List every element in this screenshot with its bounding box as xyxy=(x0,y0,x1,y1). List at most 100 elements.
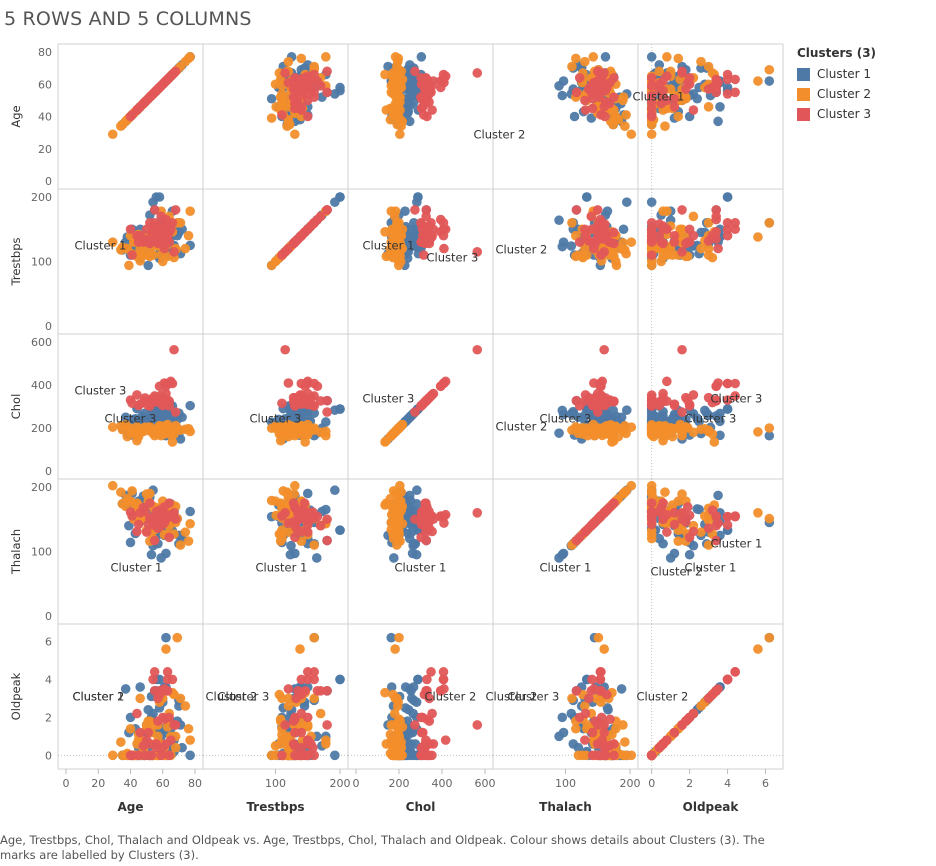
data-point xyxy=(472,68,483,78)
data-point xyxy=(143,260,154,271)
data-point xyxy=(416,73,426,83)
data-point xyxy=(593,632,604,643)
data-point xyxy=(392,526,403,536)
data-point xyxy=(309,92,320,102)
data-point xyxy=(386,632,397,643)
data-point xyxy=(380,687,390,698)
data-point xyxy=(722,89,733,99)
data-point xyxy=(764,76,775,86)
data-point xyxy=(626,129,637,140)
data-point xyxy=(711,234,721,244)
data-point xyxy=(107,129,118,140)
data-point xyxy=(170,420,181,431)
data-point xyxy=(571,723,581,734)
legend-item-cluster-2[interactable]: Cluster 2 xyxy=(797,84,876,104)
data-point xyxy=(416,712,426,723)
data-point xyxy=(180,527,191,537)
data-point xyxy=(600,52,611,62)
data-point xyxy=(315,708,326,719)
data-point xyxy=(169,344,179,355)
data-point xyxy=(711,395,721,406)
data-point xyxy=(410,720,420,730)
data-point xyxy=(299,750,310,761)
data-point xyxy=(322,66,332,77)
cluster-annotation: Cluster 3 xyxy=(105,412,157,426)
x-tick-label: 100 xyxy=(265,777,286,790)
legend-swatch xyxy=(797,87,810,101)
data-point xyxy=(418,250,429,260)
data-point xyxy=(288,739,299,749)
data-point xyxy=(589,684,599,694)
legend-item-cluster-1[interactable]: Cluster 1 xyxy=(797,64,876,84)
data-point xyxy=(270,741,281,751)
data-point xyxy=(302,74,313,85)
data-point xyxy=(309,61,320,72)
data-point xyxy=(166,735,176,745)
data-point xyxy=(125,224,136,235)
data-point xyxy=(409,538,419,549)
data-point xyxy=(694,504,704,515)
data-point xyxy=(688,105,699,115)
data-point xyxy=(280,68,290,78)
data-point xyxy=(170,66,181,77)
cluster-annotation: Cluster 1 xyxy=(111,561,163,575)
y-tick-label: 0 xyxy=(45,175,52,188)
x-axis-label: Oldpeak xyxy=(683,800,740,814)
data-point xyxy=(677,514,687,525)
data-point xyxy=(390,206,401,216)
data-point xyxy=(658,739,668,749)
data-point xyxy=(270,421,281,432)
data-point xyxy=(170,407,181,417)
x-axis-label: Thalach xyxy=(539,800,592,814)
data-point xyxy=(416,400,427,411)
legend-item-cluster-3[interactable]: Cluster 3 xyxy=(797,104,876,124)
x-tick-label: 200 xyxy=(620,777,641,790)
data-point xyxy=(669,93,680,104)
data-point xyxy=(611,111,621,122)
legend-swatch xyxy=(797,107,810,121)
data-point xyxy=(438,511,449,522)
data-point xyxy=(574,712,585,723)
data-point xyxy=(703,540,714,550)
data-point xyxy=(581,424,591,435)
data-point xyxy=(277,533,287,544)
data-point xyxy=(322,205,332,215)
data-point xyxy=(554,81,564,91)
data-point xyxy=(609,73,619,83)
data-point xyxy=(335,85,345,96)
data-point xyxy=(322,686,332,696)
data-point xyxy=(730,224,740,235)
data-point xyxy=(646,424,657,435)
data-point xyxy=(677,424,687,434)
data-point xyxy=(587,519,598,530)
y-axis-label: Oldpeak xyxy=(9,672,23,720)
data-point xyxy=(711,227,721,237)
cluster-annotation: Cluster 2 xyxy=(425,690,477,704)
y-tick-label: 200 xyxy=(31,191,52,204)
data-point xyxy=(302,111,313,122)
data-point xyxy=(607,437,617,447)
x-tick-label: 200 xyxy=(389,777,410,790)
scatter-cell xyxy=(380,192,483,271)
cluster-annotation: Cluster 3 xyxy=(75,384,127,398)
data-point xyxy=(283,527,294,537)
legend-label: Cluster 2 xyxy=(817,87,872,101)
cluster-annotation: Cluster 2 xyxy=(206,690,258,704)
data-point xyxy=(660,121,670,131)
data-point xyxy=(270,496,281,506)
data-point xyxy=(580,224,590,235)
cluster-annotation: Cluster 2 xyxy=(73,690,125,704)
data-point xyxy=(677,95,687,106)
y-tick-label: 60 xyxy=(38,78,52,91)
data-point xyxy=(335,404,345,414)
scatter-cell xyxy=(107,480,195,563)
data-point xyxy=(266,113,277,123)
data-point xyxy=(677,489,687,499)
data-point xyxy=(703,102,714,112)
data-point xyxy=(753,644,763,654)
data-point xyxy=(156,211,166,222)
x-axis-label: Chol xyxy=(406,800,436,814)
page-title: 5 ROWS AND 5 COLUMNS xyxy=(4,8,252,30)
data-point xyxy=(673,53,684,64)
data-point xyxy=(571,205,582,215)
